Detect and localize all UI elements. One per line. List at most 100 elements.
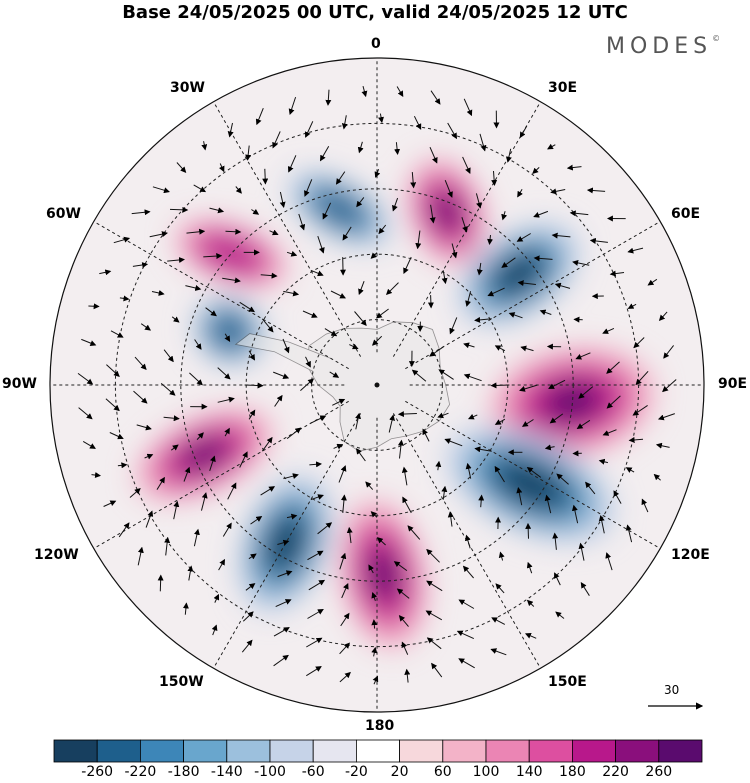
wind-vector [464,534,471,549]
wind-vector [602,327,615,334]
wind-vector [490,382,510,389]
wind-vector [572,259,590,266]
wind-vector [193,184,207,193]
wind-vector [609,270,625,277]
wind-vector [569,210,589,217]
wind-vector [441,485,448,500]
wind-vector [585,481,596,495]
wind-vector [519,125,528,139]
anomaly-pos-180 [339,500,428,649]
wind-vector [227,482,237,500]
wind-vector [444,438,463,447]
wind-vector [657,413,675,421]
wind-vector [356,448,366,462]
wind-vector [239,451,248,468]
wind-vector [374,169,381,178]
wind-vector [227,122,234,138]
anomaly-neg-15W [287,171,392,248]
wind-vector [658,311,668,322]
wind-vector [576,419,591,430]
wind-vector [209,207,225,214]
wind-vector [77,372,94,385]
wind-vector [286,513,298,520]
wind-vector [539,309,552,316]
wind-vector [119,295,130,302]
wind-vector [357,141,364,154]
wind-vector [526,599,535,607]
wind-vector [310,269,324,277]
wind-vector [393,561,408,572]
colorbar-swatch [139,739,184,763]
wind-vector [662,379,677,393]
wind-vector [244,382,264,389]
wind-vector [196,432,204,440]
colorbar-swatch [312,739,357,763]
wind-vector [403,256,412,275]
wind-vector [516,487,523,506]
wind-vector [663,345,674,359]
wind-vector [365,481,374,490]
colorbar-swatch [269,739,314,763]
wind-vector [275,599,292,608]
wind-vector [410,172,417,189]
lon-label-120e: 120E [671,547,710,563]
wind-vector [508,312,523,319]
wind-vector [358,281,365,296]
wind-vector [444,180,453,198]
wind-vector [305,356,311,368]
colorbar-tick-label: -140 [210,764,243,780]
wind-vector [170,444,179,451]
wind-vector [118,522,130,538]
colorbar-swatch [53,739,98,763]
wind-vector [429,204,436,224]
wind-vector [429,346,444,357]
wind-vector [415,230,422,250]
wind-vector [467,413,478,420]
wind-vector [167,256,185,263]
wind-vector [310,415,327,424]
wind-vector [625,467,635,473]
wind-vector [140,323,152,331]
wind-vector [456,630,475,640]
colorbar-tick-label: 20 [390,764,409,780]
wind-vector [476,262,483,276]
wind-vector [653,473,661,481]
wind-vector [251,208,260,215]
wind-vector [532,167,540,174]
wind-vector [248,553,257,560]
wind-vector [547,143,556,150]
wind-vector [304,121,314,138]
wind-vector [431,662,443,678]
wind-vector [394,142,401,155]
wind-vector [209,455,216,471]
colorbar-swatch [96,739,141,763]
wind-vector [633,337,645,349]
wind-vector [81,338,97,346]
colorbar-tick-label: 100 [472,764,500,780]
colorbar-swatch [226,739,271,763]
wind-vector [598,515,605,534]
wind-vector [132,262,149,268]
wind-vector [430,90,441,105]
wind-vector [401,466,408,486]
wind-vector [144,453,154,460]
wind-vector [201,141,208,151]
wind-vector [487,235,494,245]
wind-vector [580,582,590,596]
wind-vector [552,532,559,550]
wind-vector [605,552,613,571]
wind-vector [129,488,141,498]
wind-vector [462,565,474,579]
wind-vector [222,277,241,284]
wind-vector [526,467,542,478]
wind-vector [307,550,324,561]
wind-vector [262,168,269,185]
anomaly-neg-60E [457,222,580,327]
wind-vector [341,582,349,599]
wind-vector [625,524,633,543]
wind-vector [183,466,191,482]
wind-vector [160,383,176,396]
colorbar-swatch [442,739,487,763]
wind-vector [288,96,297,115]
map-border [49,57,705,713]
